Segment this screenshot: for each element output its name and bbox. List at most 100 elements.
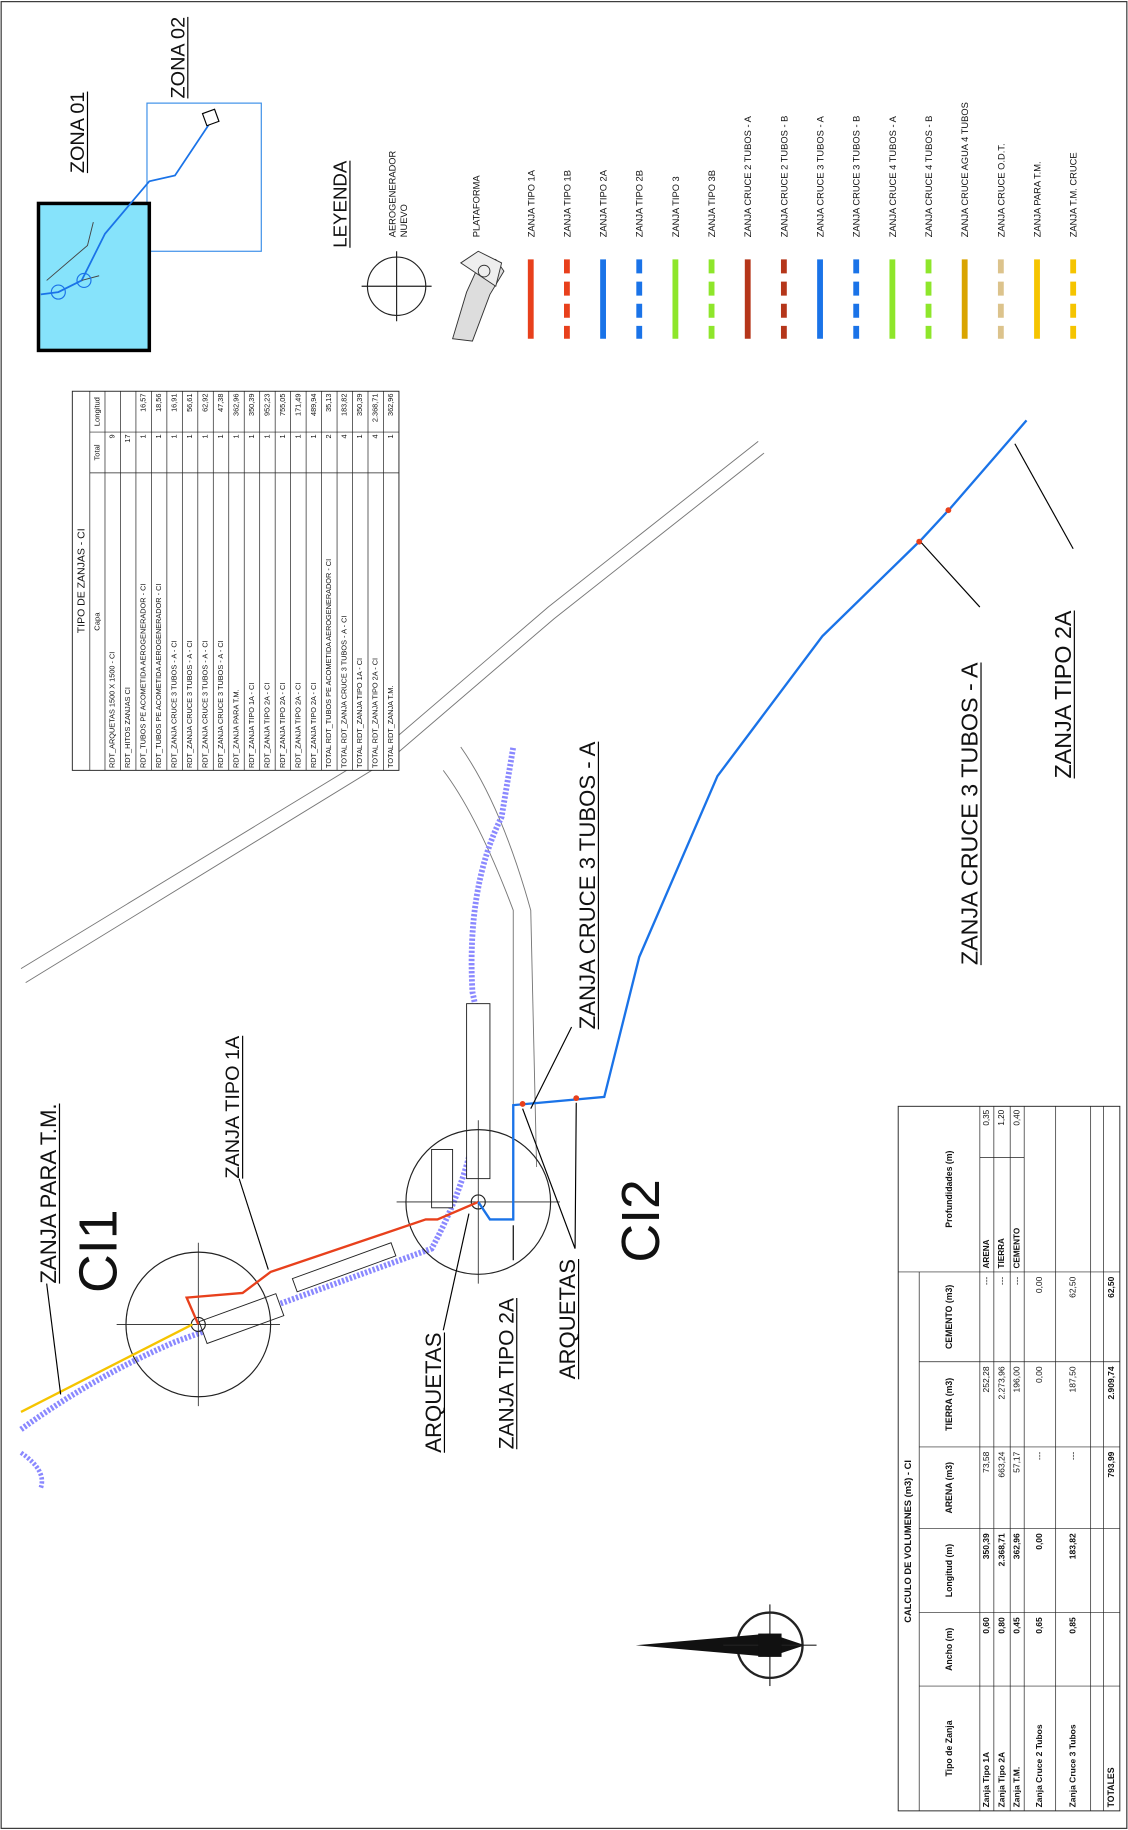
- table-cell: 489,94: [309, 394, 318, 416]
- table-cell: ---: [981, 1276, 991, 1285]
- table-cell: Longitud (m): [944, 1544, 954, 1597]
- table-cell: 62,50: [1067, 1276, 1077, 1298]
- table-cell: 17: [123, 434, 132, 442]
- table-cell: 0,65: [1034, 1617, 1044, 1634]
- table-cell: RDT_ZANJA CRUCE 3 TUBOS - A - CI: [170, 640, 179, 768]
- table-cell: TIERRA: [997, 1238, 1006, 1268]
- access-road: [19, 746, 517, 1432]
- route-2a: [477, 419, 1028, 1221]
- access-road: [19, 1450, 45, 1489]
- table-cell: 62,50: [1106, 1276, 1116, 1298]
- table-cell: Zanja Cruce 2 Tubos: [1034, 1724, 1044, 1807]
- table-cell: RDT_ZANJA CRUCE 3 TUBOS - A - CI: [185, 640, 194, 768]
- legend-label: PLATAFORMA: [471, 175, 481, 238]
- table-cell: CEMENTO: [1012, 1228, 1021, 1269]
- legend-label: NUEVO: [399, 204, 409, 237]
- table-cell: Zanja T.M.: [1011, 1767, 1021, 1808]
- table-cell: TIERRA (m3): [944, 1378, 954, 1431]
- table-cell: Zanja Tipo 2A: [996, 1752, 1006, 1808]
- turbine-symbol: [361, 251, 432, 322]
- table-cell: Longitud: [92, 397, 101, 426]
- table-cell: 0,85: [1067, 1617, 1077, 1634]
- table-cell: ---: [1034, 1451, 1044, 1460]
- table-cell: 1: [386, 434, 395, 438]
- table-cell: 1: [231, 434, 240, 438]
- table-cell: 2: [324, 434, 333, 438]
- table-cell: 183,82: [1067, 1533, 1077, 1559]
- table-cell: 18,56: [154, 394, 163, 412]
- table-cell: 2.273,96: [996, 1366, 1006, 1399]
- table-cell: 1: [170, 434, 179, 438]
- table-cell: RDT_TUBOS PE ACOMETIDA AEROGENERADOR - C…: [139, 584, 148, 768]
- table-cell: ---: [1011, 1276, 1021, 1285]
- table-cell: 1: [309, 434, 318, 438]
- table-cell: RDT_ARQUETAS 1500 X 1500 - CI: [108, 652, 117, 768]
- table-cell: RDT_ZANJA CRUCE 3 TUBOS - A - CI: [200, 640, 209, 768]
- table-cell: 1: [216, 434, 225, 438]
- route-1a: [184, 1200, 479, 1325]
- table-cell: 362,96: [231, 394, 240, 416]
- legend-label: ZANJA CRUCE 4 TUBOS - B: [924, 116, 934, 238]
- table-cell: 16,57: [139, 394, 148, 412]
- table-cell: 35,13: [324, 394, 333, 412]
- table-cell: RDT_ZANJA CRUCE 3 TUBOS - A - CI: [216, 640, 225, 768]
- table-cell: RDT_TUBOS PE ACOMETIDA AEROGENERADOR - C…: [154, 584, 163, 768]
- legend-label: ZANJA TIPO 2B: [635, 170, 645, 237]
- map-label: ZANJA TIPO 2A: [495, 1298, 518, 1449]
- table-cell: 1: [293, 434, 302, 438]
- trench-table: TIPO DE ZANJAS - CI Capa Total Longitud RDT_…: [71, 390, 400, 771]
- table-cell: Zanja Cruce 3 Tubos: [1067, 1724, 1077, 1807]
- table-cell: TOTAL RDT_ZANJA T.M.: [386, 686, 395, 768]
- legend-title: LEYENDA: [329, 160, 350, 248]
- north-arrow: [635, 1604, 817, 1687]
- table-cell: 0,00: [1034, 1276, 1044, 1293]
- table-cell: 47,38: [216, 394, 225, 412]
- table-cell: CALCULO DE VOLUMENES (m3) - CI: [903, 1460, 913, 1623]
- map-label: ARQUETAS: [555, 1259, 580, 1379]
- table-cell: Zanja Tipo 1A: [981, 1752, 991, 1808]
- table-cell: 0,00: [1034, 1366, 1044, 1383]
- table-cell: 187,50: [1067, 1366, 1077, 1392]
- table-cell: Total: [92, 444, 101, 460]
- legend-label: ZANJA TIPO 3: [671, 176, 681, 237]
- table-cell: 1: [154, 434, 163, 438]
- table-border: [897, 1105, 1121, 1812]
- route-tm: [20, 1323, 194, 1413]
- table-cell: 755,05: [278, 394, 287, 416]
- legend-label: ZANJA CRUCE 3 TUBOS - A: [816, 115, 826, 237]
- table-cell: 73,58: [981, 1451, 991, 1473]
- table-cell: 4: [340, 434, 349, 438]
- table-cell: TIPO DE ZANJAS - CI: [76, 528, 87, 633]
- table-cell: 0,35: [982, 1109, 991, 1125]
- legend-label: AEROGENERADOR: [387, 150, 397, 237]
- platform: [198, 1003, 491, 1345]
- table-cell: ---: [996, 1276, 1006, 1285]
- table-cell: RDT_HITOS ZANJAS CI: [123, 687, 132, 768]
- table-cell: 1: [185, 434, 194, 438]
- table-cell: 1: [247, 434, 256, 438]
- table-cell: 9: [108, 434, 117, 438]
- table-cell: 1: [355, 434, 364, 438]
- turbine: [470, 1194, 486, 1210]
- legend-label: ZANJA CRUCE 2 TUBOS - A: [743, 115, 753, 237]
- inset-turbine: [76, 272, 92, 289]
- table-cell: 57,17: [1011, 1451, 1021, 1473]
- table-cell: 16,91: [170, 394, 179, 412]
- table-cell: 252,28: [981, 1366, 991, 1392]
- legend-label: ZANJA TIPO 3B: [707, 170, 717, 237]
- legend-label: ZANJA CRUCE 3 TUBOS - B: [852, 116, 862, 238]
- table-cell: RDT_ZANJA TIPO 2A - CI: [278, 683, 287, 768]
- legend-label: ZANJA CRUCE O.D.T.: [996, 143, 1006, 237]
- legend-label: ZANJA T.M. CRUCE: [1069, 152, 1079, 237]
- table-cell: 0,60: [981, 1617, 991, 1634]
- table-cell: TOTAL RDT_ZANJA TIPO 2A - CI: [371, 658, 380, 768]
- table-cell: TOTAL RDT_TUBOS PE ACOMETIDA AEROGENERAD…: [324, 559, 333, 768]
- legend-label: ZANJA TIPO 2A: [599, 169, 609, 237]
- table-cell: 0,00: [1034, 1533, 1044, 1550]
- table-cell: Ancho (m): [944, 1628, 954, 1671]
- zone-label: ZONA 01: [67, 92, 89, 174]
- table-cell: 2.368,71: [996, 1533, 1006, 1566]
- volume-table: CALCULO DE VOLUMENES (m3) - CI Tipo de Za…: [897, 1105, 1121, 1812]
